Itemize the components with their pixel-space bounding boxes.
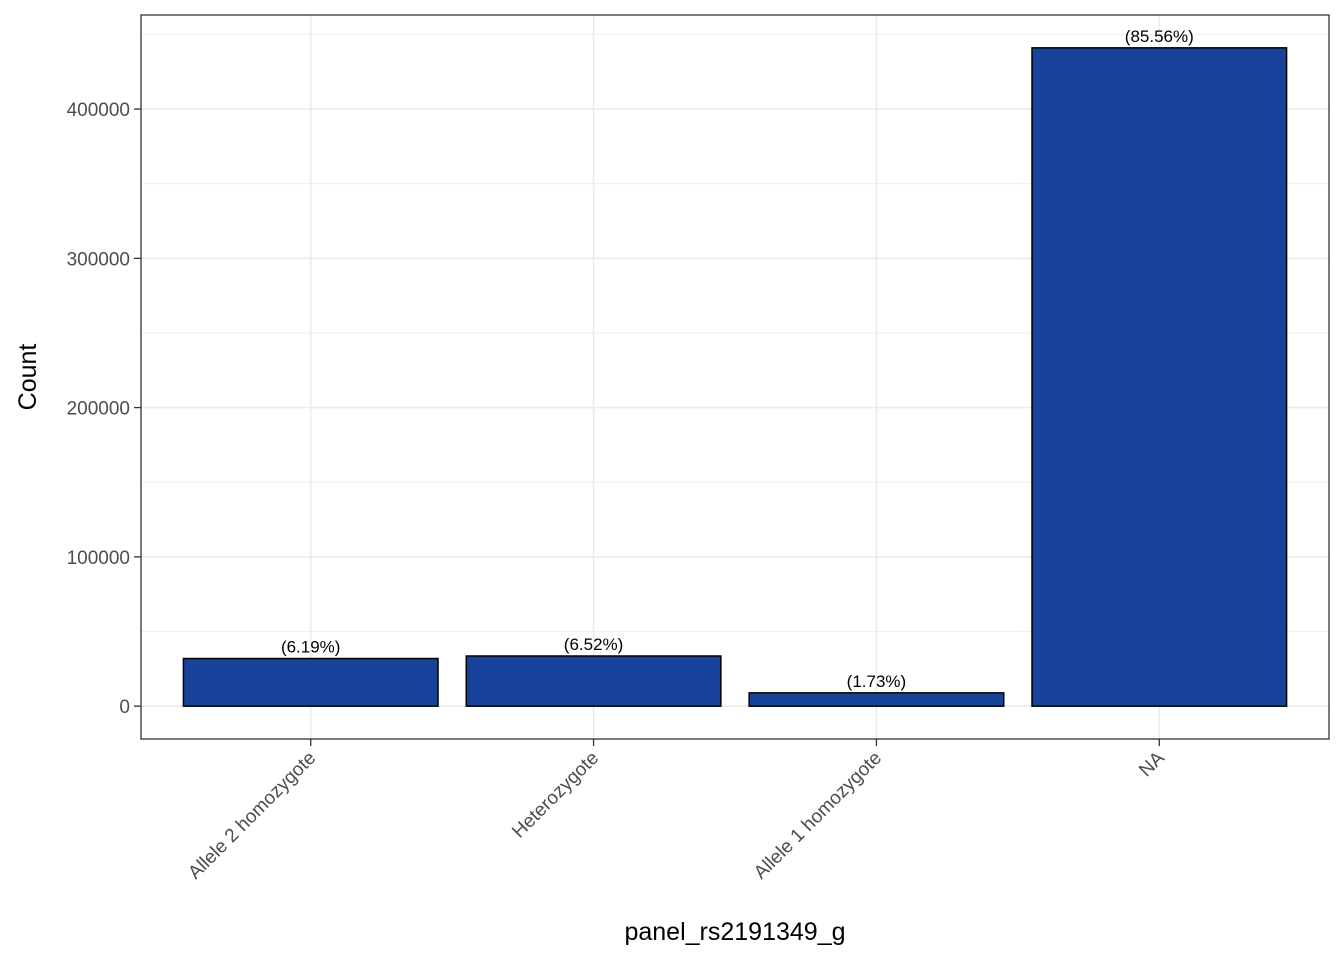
bar	[465, 655, 722, 707]
y-tick-label: 200000	[67, 399, 130, 420]
bar	[182, 657, 439, 707]
panel-border	[140, 14, 1330, 740]
y-axis: 0 100000 200000 300000 400000	[67, 100, 141, 718]
y-axis-title: Count	[14, 344, 42, 411]
bar	[748, 692, 1005, 707]
bar	[1031, 47, 1288, 707]
bar-labels: (6.19%) (6.52%) (1.73%) (85.56%)	[281, 27, 1194, 691]
x-axis-title: panel_rs2191349_g	[624, 918, 845, 946]
bar-value-label: (6.52%)	[564, 635, 624, 654]
y-tick-label: 300000	[67, 249, 130, 270]
y-tick-label: 400000	[67, 100, 130, 121]
bar-value-label: (85.56%)	[1125, 27, 1194, 46]
bars	[182, 47, 1288, 707]
bar-value-label: (1.73%)	[847, 672, 907, 691]
bar-value-label: (6.19%)	[281, 638, 341, 657]
y-tick-label: 100000	[67, 548, 130, 569]
y-tick-label: 0	[119, 697, 130, 718]
